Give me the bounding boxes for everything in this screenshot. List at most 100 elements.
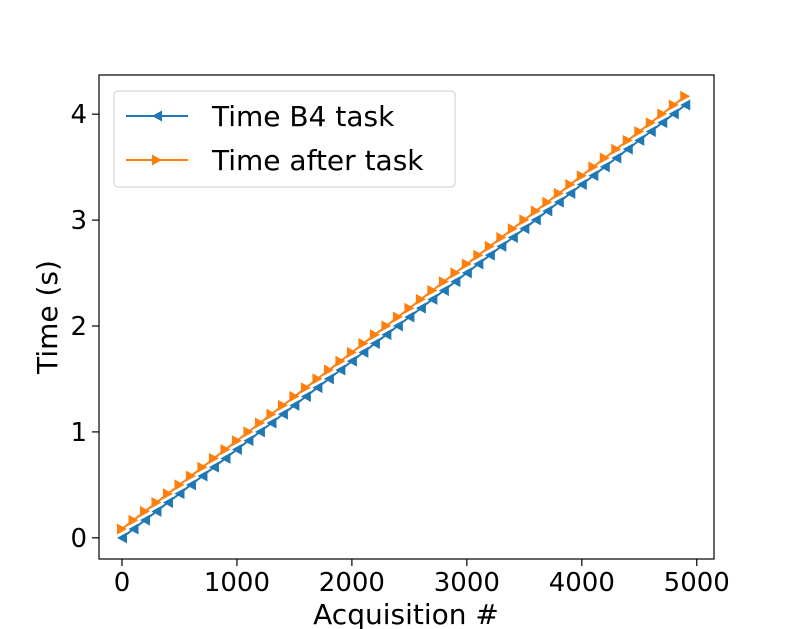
data-point	[450, 276, 461, 288]
data-point	[415, 293, 426, 305]
legend-box	[113, 90, 456, 188]
data-point	[496, 240, 507, 252]
legend: Time B4 task Time after task	[113, 90, 456, 188]
data-point	[645, 126, 656, 138]
data-point	[611, 143, 622, 155]
data-point	[392, 320, 403, 332]
data-point	[197, 461, 208, 473]
data-point	[634, 126, 645, 138]
plot-area	[116, 90, 691, 544]
data-point	[496, 232, 507, 244]
data-point	[392, 311, 403, 323]
data-point	[369, 338, 380, 349]
data-point	[553, 196, 564, 208]
data-point	[588, 170, 599, 182]
data-point	[254, 417, 265, 429]
y-axis: 0 1 2 3 4	[70, 100, 99, 554]
data-point	[680, 90, 691, 102]
data-point	[542, 205, 553, 217]
x-tick-label: 0	[114, 568, 131, 598]
data-point	[507, 232, 518, 244]
data-point	[300, 390, 311, 402]
y-tick-label: 0	[70, 524, 87, 554]
data-point	[231, 443, 242, 455]
data-point	[197, 470, 208, 482]
x-axis-label: Acquisition #	[313, 598, 499, 629]
data-point	[162, 496, 173, 508]
data-point	[346, 355, 357, 367]
data-point	[346, 346, 357, 358]
data-point	[139, 505, 150, 517]
data-point	[507, 223, 518, 235]
x-tick-label: 5000	[664, 568, 730, 598]
data-point	[312, 382, 323, 394]
data-point	[208, 461, 219, 473]
triangle-right-icon	[152, 154, 162, 166]
y-tick-label: 3	[70, 206, 87, 236]
data-point	[599, 161, 610, 173]
data-point	[645, 117, 656, 129]
legend-entry-time-b4-task: Time B4 task	[126, 100, 395, 133]
data-point	[220, 452, 231, 464]
data-point	[404, 302, 415, 314]
data-point	[300, 382, 311, 394]
data-point	[427, 293, 438, 305]
data-point	[576, 170, 587, 182]
y-tick-label: 4	[70, 100, 87, 130]
data-point	[185, 470, 196, 482]
x-tick-label: 3000	[434, 568, 500, 598]
data-point	[220, 444, 231, 456]
data-point	[611, 152, 622, 164]
data-point	[657, 117, 668, 129]
data-point	[484, 240, 495, 252]
data-point	[530, 214, 541, 226]
y-tick-label: 1	[70, 418, 87, 448]
x-axis: 0 1000 2000 3000 4000 5000	[114, 559, 730, 598]
data-point	[289, 399, 300, 411]
data-point	[657, 108, 668, 120]
x-tick-label: 2000	[319, 568, 385, 598]
legend-label: Time after task	[211, 144, 424, 177]
data-point	[254, 426, 265, 438]
data-point	[358, 338, 369, 350]
data-point	[369, 329, 380, 341]
data-point	[128, 514, 139, 526]
series-time-after-task	[116, 90, 691, 535]
data-point	[519, 223, 530, 235]
data-point	[473, 249, 484, 261]
data-point	[553, 187, 564, 199]
data-point	[381, 329, 392, 341]
data-point	[565, 187, 576, 199]
legend-entry-time-after-task: Time after task	[126, 144, 424, 177]
data-point	[174, 479, 185, 491]
data-point	[461, 267, 472, 279]
data-point	[185, 479, 196, 491]
y-tick-label: 2	[70, 312, 87, 342]
data-point	[128, 523, 139, 535]
data-point	[116, 532, 127, 544]
data-point	[243, 426, 254, 438]
data-point	[139, 514, 150, 526]
x-tick-label: 4000	[549, 568, 615, 598]
data-point	[162, 488, 173, 500]
plot-frame	[98, 74, 715, 560]
data-point	[289, 391, 300, 403]
data-point	[277, 408, 288, 420]
data-point	[530, 205, 541, 217]
data-point	[519, 214, 530, 226]
data-point	[622, 143, 633, 155]
legend-label: Time B4 task	[211, 100, 395, 133]
series-time-b4-task	[116, 99, 691, 544]
data-point	[622, 134, 633, 146]
data-point	[358, 346, 369, 358]
data-point	[323, 364, 334, 376]
data-point	[381, 320, 392, 332]
data-point	[484, 249, 495, 261]
data-point	[542, 196, 553, 208]
data-point	[335, 355, 346, 367]
data-point	[266, 408, 277, 420]
data-point	[116, 523, 127, 535]
data-point	[438, 285, 449, 296]
